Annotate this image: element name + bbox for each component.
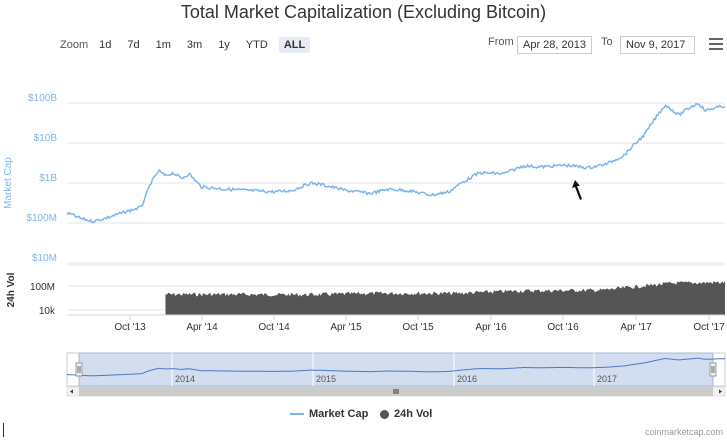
zoom-button-3m[interactable]: 3m	[186, 39, 203, 51]
volume-tick-label: 100M	[30, 282, 55, 293]
navigator-year-label: 2017	[597, 374, 617, 384]
text-cursor-icon	[3, 423, 4, 437]
legend-line-icon	[290, 413, 304, 415]
navigator-year-label: 2014	[175, 374, 195, 384]
legend-dot-icon	[380, 409, 389, 419]
x-tick-label: Oct '14	[258, 322, 290, 333]
hamburger-icon[interactable]	[709, 38, 723, 50]
volume-axis-label: 24h Vol	[6, 272, 17, 307]
cursor-arrow-icon	[572, 180, 582, 200]
zoom-button-ytd[interactable]: YTD	[245, 39, 268, 51]
zoom-button-1d[interactable]: 1d	[99, 39, 112, 51]
market-cap-tick-label: $10M	[32, 253, 57, 264]
x-tick-label: Apr '15	[330, 322, 362, 333]
x-tick-label: Oct '16	[547, 322, 579, 333]
from-date-input[interactable]: Apr 28, 2013	[517, 36, 592, 54]
credit-link[interactable]: coinmarketcap.com	[644, 427, 723, 437]
navigator-left-handle[interactable]	[75, 362, 83, 377]
market-cap-tick-label: $100B	[28, 93, 57, 104]
x-tick-label: Apr '14	[186, 322, 218, 333]
x-tick-label: Oct '13	[114, 322, 146, 333]
to-date-input[interactable]: Nov 9, 2017	[620, 36, 695, 54]
navigator-year-label: 2015	[316, 374, 336, 384]
navigator-series-line	[66, 357, 726, 377]
legend-item-volume[interactable]: 24h Vol	[380, 408, 432, 420]
legend-label-market-cap: Market Cap	[309, 408, 369, 420]
legend-item-market-cap[interactable]: Market Cap	[290, 408, 368, 420]
market-cap-line	[66, 102, 726, 224]
zoom-label: Zoom	[60, 39, 89, 51]
to-label: To	[601, 36, 613, 48]
x-tick-label: Apr '17	[620, 322, 652, 333]
market-cap-tick-label: $100M	[26, 213, 57, 224]
zoom-button-7d[interactable]: 7d	[127, 39, 140, 51]
legend-label-volume: 24h Vol	[394, 408, 433, 420]
navigator-right-handle[interactable]	[709, 362, 717, 377]
market-cap-axis-label: Market Cap	[3, 157, 14, 209]
market-cap-tick-label: $10B	[34, 133, 58, 144]
market-cap-tick-label: $1B	[39, 173, 57, 184]
zoom-button-all[interactable]: ALL	[278, 37, 311, 53]
x-tick-label: Oct '15	[402, 322, 434, 333]
zoom-toolbar: Zoom 1d 7d 1m 3m 1y YTD ALL	[60, 36, 316, 54]
x-tick-label: Apr '16	[475, 322, 507, 333]
x-tick-label: Oct '17	[693, 322, 725, 333]
zoom-button-1m[interactable]: 1m	[155, 39, 171, 51]
navigator-year-label: 2016	[457, 374, 477, 384]
chart-title: Total Market Capitalization (Excluding B…	[180, 2, 547, 22]
scroll-left-arrow-icon[interactable]	[70, 389, 73, 394]
volume-tick-label: 10k	[39, 306, 56, 317]
from-label: From	[488, 36, 514, 48]
volume-area	[165, 280, 725, 315]
scroll-right-arrow-icon[interactable]	[719, 389, 722, 394]
zoom-button-1y[interactable]: 1y	[218, 39, 230, 51]
